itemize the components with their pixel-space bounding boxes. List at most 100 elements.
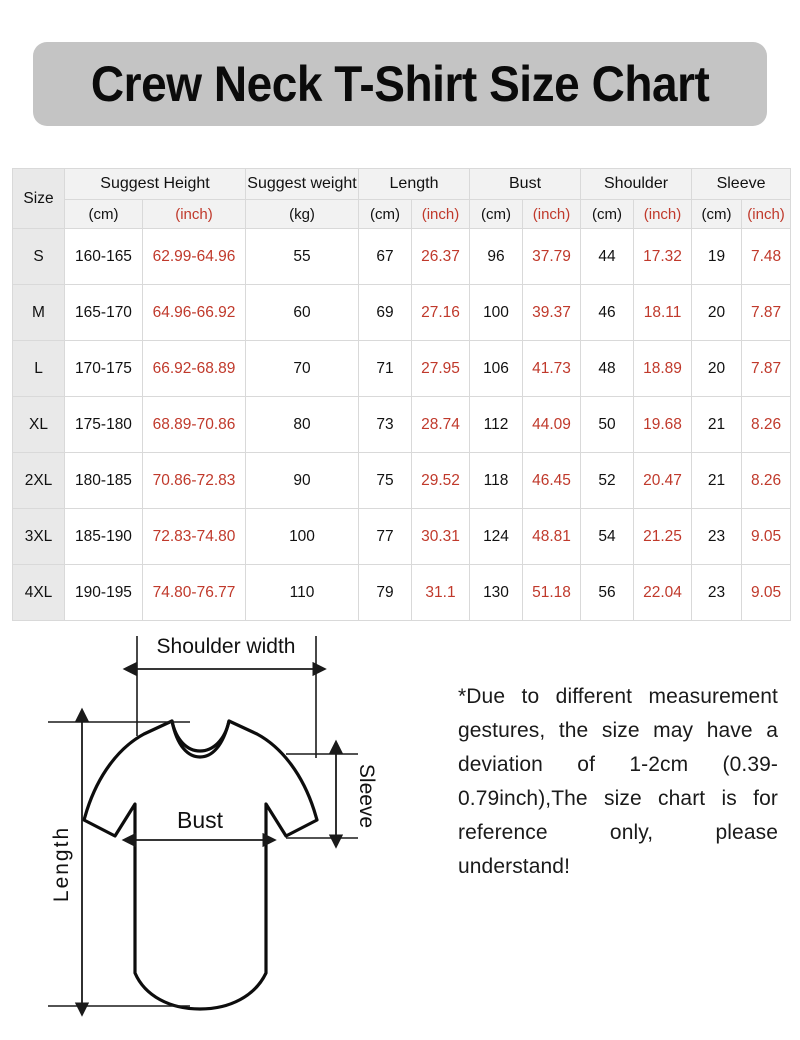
table-row: S 160-165 62.99-64.96 55 67 26.37 96 37.… bbox=[12, 228, 792, 285]
cell-bust-cm: 124 bbox=[469, 508, 523, 565]
header-unit-weight-kg: (kg) bbox=[245, 199, 359, 229]
cell-shoulder-cm: 44 bbox=[580, 228, 635, 285]
cell-height-cm: 180-185 bbox=[64, 452, 143, 509]
cell-height-inch: 70.86-72.83 bbox=[142, 452, 246, 509]
header-unit-length-inch: (inch) bbox=[411, 199, 470, 229]
header-length: Length bbox=[358, 168, 470, 200]
cell-weight-kg: 110 bbox=[245, 564, 359, 621]
cell-sleeve-inch: 7.48 bbox=[741, 228, 792, 285]
cell-weight-kg: 80 bbox=[245, 396, 359, 453]
cell-sleeve-inch: 8.26 bbox=[741, 396, 792, 453]
table-header-row-group: Size Suggest Height Suggest weight Lengt… bbox=[12, 168, 792, 229]
cell-size: 3XL bbox=[12, 508, 65, 565]
cell-sleeve-cm: 19 bbox=[691, 228, 743, 285]
cell-height-cm: 160-165 bbox=[64, 228, 143, 285]
shoulder-width-label: Shoulder width bbox=[157, 635, 296, 658]
cell-bust-cm: 112 bbox=[469, 396, 523, 453]
cell-weight-kg: 70 bbox=[245, 340, 359, 397]
cell-sleeve-inch: 7.87 bbox=[741, 284, 792, 341]
cell-length-cm: 75 bbox=[358, 452, 412, 509]
cell-shoulder-inch: 20.47 bbox=[633, 452, 693, 509]
table-row: 2XL 180-185 70.86-72.83 90 75 29.52 118 … bbox=[12, 452, 792, 509]
header-unit-sleeve-inch: (inch) bbox=[741, 199, 792, 229]
cell-length-inch: 29.52 bbox=[411, 452, 470, 509]
cell-bust-cm: 106 bbox=[469, 340, 523, 397]
cell-length-cm: 73 bbox=[358, 396, 412, 453]
table-header-row-units: (cm) (inch) (kg) (cm) (inch) (cm) (inch)… bbox=[13, 199, 792, 229]
table-header: Size Suggest Height Suggest weight Lengt… bbox=[12, 168, 792, 229]
table-row: L 170-175 66.92-68.89 70 71 27.95 106 41… bbox=[12, 340, 792, 397]
cell-weight-kg: 100 bbox=[245, 508, 359, 565]
header-unit-height-inch: (inch) bbox=[142, 199, 246, 229]
cell-sleeve-cm: 23 bbox=[691, 564, 743, 621]
cell-sleeve-cm: 21 bbox=[691, 396, 743, 453]
cell-weight-kg: 60 bbox=[245, 284, 359, 341]
length-label: Length bbox=[50, 826, 73, 902]
cell-length-cm: 69 bbox=[358, 284, 412, 341]
header-unit-shoulder-inch: (inch) bbox=[633, 199, 693, 229]
cell-shoulder-inch: 19.68 bbox=[633, 396, 693, 453]
cell-size: L bbox=[12, 340, 65, 397]
cell-length-inch: 27.16 bbox=[411, 284, 470, 341]
table-row: M 165-170 64.96-66.92 60 69 27.16 100 39… bbox=[12, 284, 792, 341]
cell-height-inch: 68.89-70.86 bbox=[142, 396, 246, 453]
cell-sleeve-cm: 20 bbox=[691, 340, 743, 397]
cell-bust-inch: 51.18 bbox=[521, 564, 582, 621]
header-unit-bust-inch: (inch) bbox=[521, 199, 582, 229]
cell-height-cm: 185-190 bbox=[64, 508, 143, 565]
header-size: Size bbox=[12, 168, 65, 229]
tshirt-measurement-diagram: Shoulder width Length Bust Sleeve bbox=[40, 628, 440, 1033]
header-sleeve: Sleeve bbox=[691, 168, 792, 200]
table-row: 3XL 185-190 72.83-74.80 100 77 30.31 124… bbox=[12, 508, 792, 565]
cell-bust-inch: 48.81 bbox=[521, 508, 582, 565]
header-unit-length-cm: (cm) bbox=[358, 199, 412, 229]
cell-length-cm: 67 bbox=[358, 228, 412, 285]
table-row: XL 175-180 68.89-70.86 80 73 28.74 112 4… bbox=[12, 396, 792, 453]
cell-length-cm: 79 bbox=[358, 564, 412, 621]
cell-sleeve-cm: 20 bbox=[691, 284, 743, 341]
cell-sleeve-inch: 9.05 bbox=[741, 564, 792, 621]
header-unit-bust-cm: (cm) bbox=[469, 199, 523, 229]
cell-length-inch: 27.95 bbox=[411, 340, 470, 397]
cell-length-inch: 26.37 bbox=[411, 228, 470, 285]
table-row: 4XL 190-195 74.80-76.77 110 79 31.1 130 … bbox=[12, 564, 792, 621]
cell-bust-cm: 96 bbox=[469, 228, 523, 285]
cell-height-inch: 74.80-76.77 bbox=[142, 564, 246, 621]
cell-bust-cm: 130 bbox=[469, 564, 523, 621]
cell-height-inch: 62.99-64.96 bbox=[142, 228, 246, 285]
cell-weight-kg: 90 bbox=[245, 452, 359, 509]
tshirt-outline bbox=[82, 719, 319, 1011]
cell-height-inch: 66.92-68.89 bbox=[142, 340, 246, 397]
cell-height-cm: 175-180 bbox=[64, 396, 143, 453]
header-unit-shoulder-cm: (cm) bbox=[580, 199, 635, 229]
cell-length-inch: 30.31 bbox=[411, 508, 470, 565]
cell-height-inch: 72.83-74.80 bbox=[142, 508, 246, 565]
cell-shoulder-inch: 21.25 bbox=[633, 508, 693, 565]
cell-height-cm: 170-175 bbox=[64, 340, 143, 397]
cell-bust-inch: 46.45 bbox=[521, 452, 582, 509]
cell-shoulder-inch: 22.04 bbox=[633, 564, 693, 621]
cell-shoulder-inch: 17.32 bbox=[633, 228, 693, 285]
cell-bust-cm: 100 bbox=[469, 284, 523, 341]
bust-label: Bust bbox=[177, 807, 224, 833]
size-chart-table: Size Suggest Height Suggest weight Lengt… bbox=[12, 168, 792, 621]
cell-size: M bbox=[12, 284, 65, 341]
lower-section: Shoulder width Length Bust Sleeve *Due t… bbox=[0, 628, 800, 1038]
cell-sleeve-cm: 21 bbox=[691, 452, 743, 509]
cell-sleeve-inch: 7.87 bbox=[741, 340, 792, 397]
measurement-disclaimer: *Due to different measurement gestures, … bbox=[458, 685, 778, 879]
header-unit-sleeve-cm: (cm) bbox=[691, 199, 743, 229]
cell-sleeve-inch: 8.26 bbox=[741, 452, 792, 509]
cell-shoulder-inch: 18.89 bbox=[633, 340, 693, 397]
size-table-container: Size Suggest Height Suggest weight Lengt… bbox=[12, 168, 792, 621]
cell-length-cm: 77 bbox=[358, 508, 412, 565]
sleeve-label: Sleeve bbox=[355, 764, 378, 828]
cell-size: XL bbox=[12, 396, 65, 453]
cell-size: 2XL bbox=[12, 452, 65, 509]
cell-height-inch: 64.96-66.92 bbox=[142, 284, 246, 341]
header-unit-height-cm: (cm) bbox=[64, 199, 143, 229]
cell-size: 4XL bbox=[12, 564, 65, 621]
cell-weight-kg: 55 bbox=[245, 228, 359, 285]
cell-sleeve-inch: 9.05 bbox=[741, 508, 792, 565]
cell-shoulder-cm: 50 bbox=[580, 396, 635, 453]
